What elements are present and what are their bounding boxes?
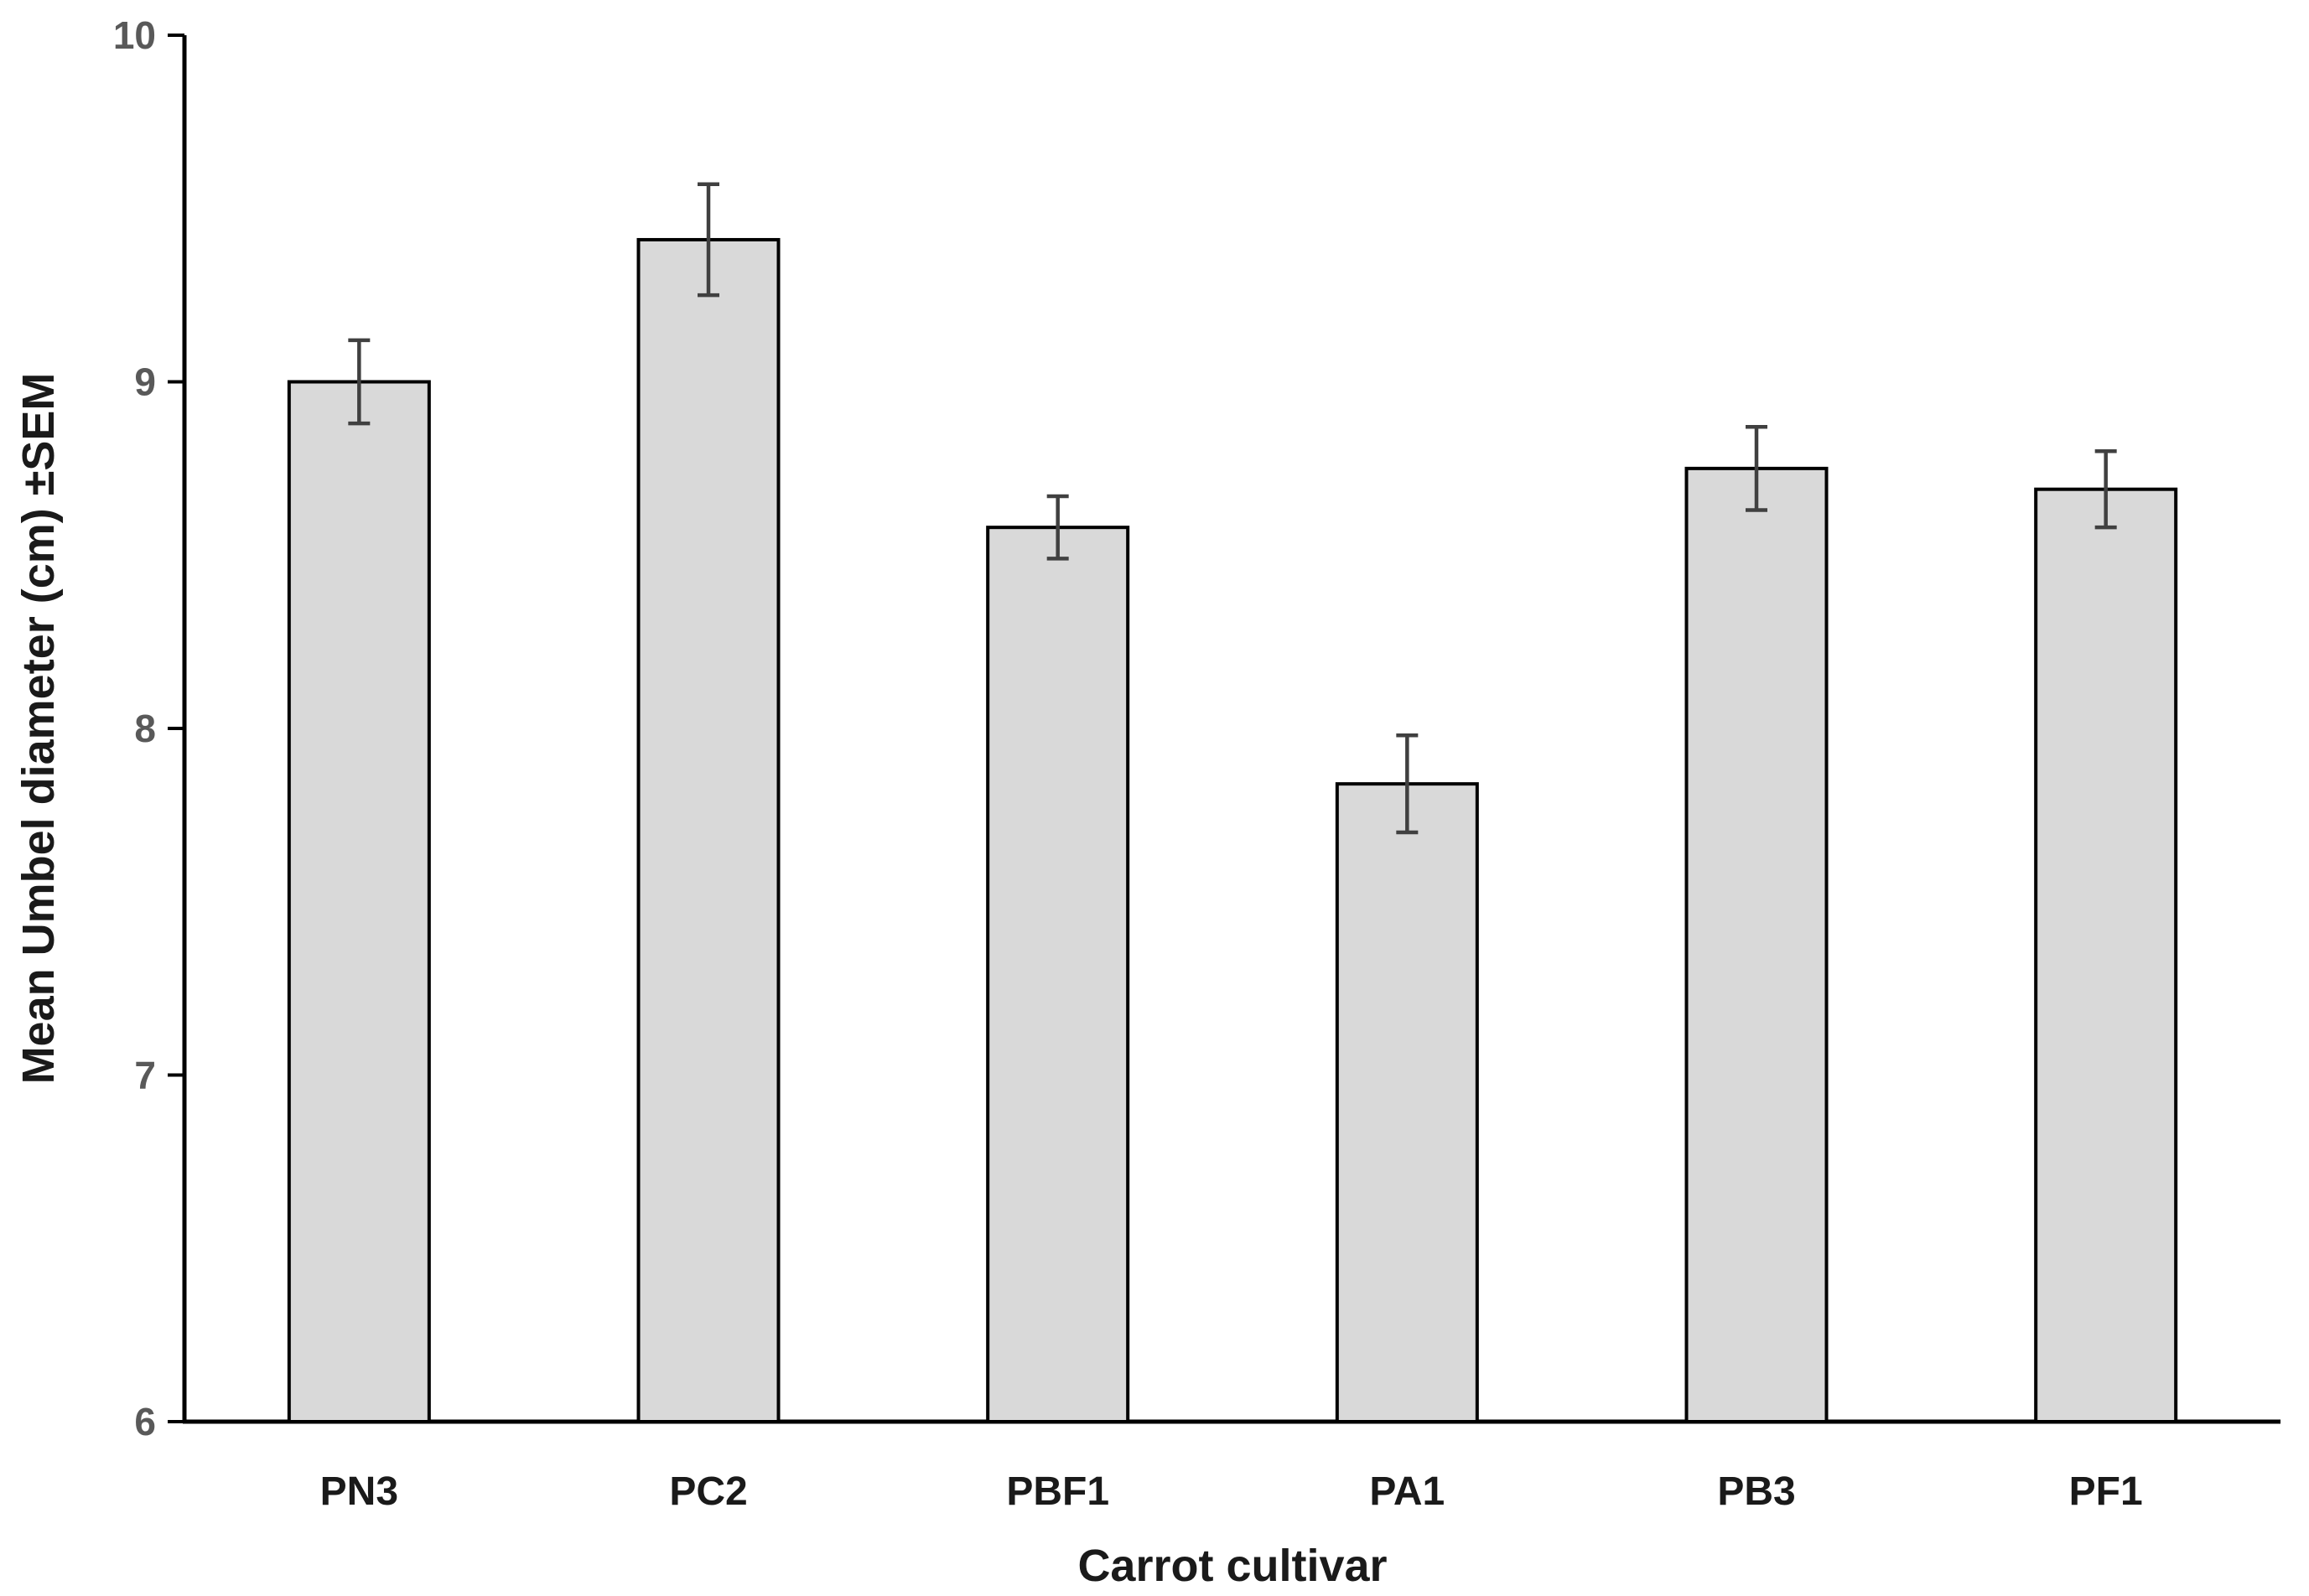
x-category-label-PA1: PA1 [1369,1469,1445,1514]
x-axis-title: Carrot cultivar [1077,1541,1387,1591]
y-tick-label: 9 [134,360,156,404]
x-category-label-PC2: PC2 [669,1469,747,1514]
x-category-label-PB3: PB3 [1717,1469,1795,1514]
x-category-label-PN3: PN3 [320,1469,398,1514]
y-axis-title: Mean Umbel diameter (cm) ±SEM [13,373,64,1085]
y-tick-label: 10 [113,13,156,57]
bar-PF1 [2034,487,2178,1423]
bar-PN3 [287,380,431,1423]
bar-PB3 [1684,466,1829,1423]
y-tick-label: 8 [134,707,156,750]
x-category-label-PF1: PF1 [2069,1469,2143,1514]
bar-PC2 [636,237,781,1424]
y-tick-label: 7 [134,1054,156,1097]
bar-PA1 [1335,782,1479,1423]
bar-PBF1 [986,526,1130,1423]
y-tick-label: 6 [134,1400,156,1443]
x-category-label-PBF1: PBF1 [1006,1469,1109,1514]
